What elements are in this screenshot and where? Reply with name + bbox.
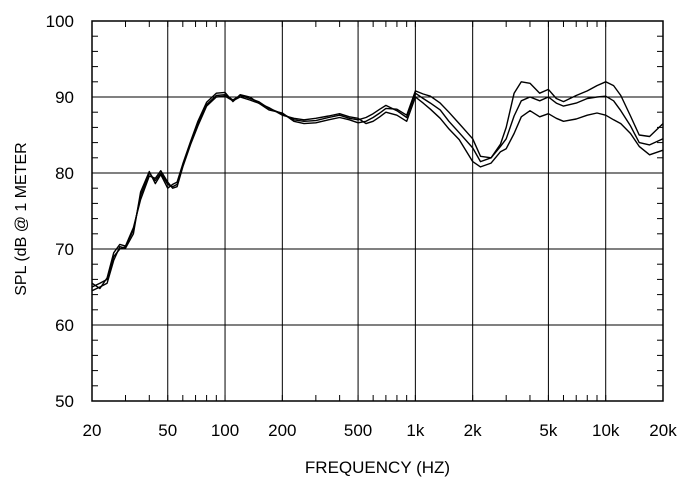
x-tick-label: 50	[158, 421, 177, 440]
response-curve-1	[91, 92, 664, 288]
y-tick-labels: 50 60 70 80 90 100	[46, 12, 74, 411]
x-tick-labels: 20 50 100 200 500 1k 2k 5k 10k 20k	[83, 421, 678, 440]
x-tick-label: 200	[268, 421, 296, 440]
x-tick-label: 20	[83, 421, 102, 440]
x-tick-label: 2k	[464, 421, 482, 440]
y-tick-label: 50	[55, 392, 74, 411]
x-tick-label: 5k	[539, 421, 557, 440]
plot-frame	[91, 20, 664, 402]
minor-ticks	[91, 20, 664, 402]
x-tick-label: 20k	[649, 421, 677, 440]
y-tick-label: 90	[55, 88, 74, 107]
x-tick-label: 500	[344, 421, 372, 440]
major-gridlines	[91, 20, 664, 402]
y-tick-label: 80	[55, 164, 74, 183]
response-curve-2	[91, 81, 664, 292]
x-tick-label: 1k	[406, 421, 424, 440]
series-layer	[91, 81, 664, 292]
y-tick-label: 60	[55, 316, 74, 335]
response-curve-3	[91, 95, 664, 290]
y-tick-label: 70	[55, 240, 74, 259]
y-axis-title: SPL (dB @ 1 METER	[13, 142, 30, 295]
y-tick-label: 100	[46, 12, 74, 31]
x-tick-label: 10k	[592, 421, 620, 440]
x-axis-title: FREQUENCY (HZ)	[305, 458, 450, 477]
x-tick-label: 100	[211, 421, 239, 440]
